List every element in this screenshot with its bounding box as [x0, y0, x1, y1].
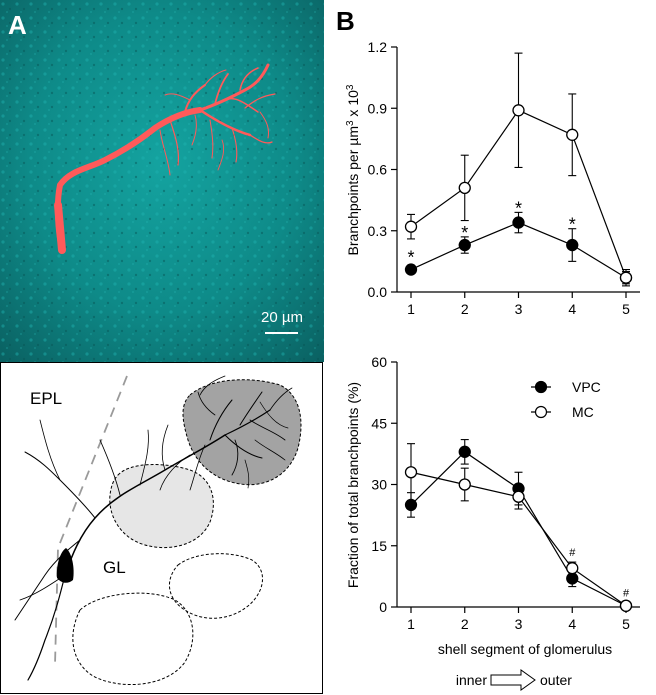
panel-a-label: A: [8, 10, 27, 40]
top-y-tick-label: 1.2: [368, 39, 388, 55]
top-point-vpc: [458, 238, 471, 252]
legend-label-vpc: VPC: [572, 379, 601, 395]
top-point-mc: [619, 271, 633, 284]
legend: VPC MC: [531, 379, 601, 420]
top-point-vpc: [404, 263, 418, 276]
bottom-y-axis-title: Fraction of total branchpoints (%): [345, 382, 361, 588]
top-point-mc: [458, 181, 471, 195]
top-point-mc: [512, 104, 525, 117]
x-axis-direction: inner outer: [456, 669, 572, 691]
region-label-gl: GL: [103, 558, 126, 577]
glomerulus-empty-2: [72, 592, 194, 686]
bottom-x-tick-label: 1: [407, 616, 415, 632]
bottom-annotation: #: [623, 588, 630, 600]
legend-item-vpc: VPC: [531, 379, 601, 395]
x-axis-outer-label: outer: [540, 672, 572, 688]
x-axis-inner-label: inner: [456, 672, 487, 688]
panel-a-drawing: EPL GL: [0, 362, 323, 694]
bottom-point-mc: [619, 599, 633, 612]
scale-bar-label: 20 µm: [261, 309, 303, 326]
glomerulus-neighbor: [109, 464, 214, 549]
micrograph-texture: [0, 0, 324, 362]
top-y-tick-label: 0.9: [368, 100, 388, 116]
top-point-mc: [566, 128, 579, 141]
bottom-x-tick-label: 5: [622, 616, 630, 632]
bottom-point-vpc: [458, 445, 471, 458]
bottom-annotations: ##: [569, 547, 630, 600]
legend-marker-vpc: [534, 380, 548, 394]
bottom-point-vpc: [566, 572, 579, 585]
top-x-tick-label: 1: [407, 301, 415, 317]
bottom-x-tick-label: 2: [461, 616, 469, 632]
top-x-tick-label: 2: [461, 301, 469, 317]
bottom-point-mc: [458, 478, 471, 491]
top-annotation: *: [515, 198, 522, 218]
bottom-y-tick-label: 0: [379, 599, 387, 615]
bottom-x-tick-label: 3: [515, 616, 523, 632]
bottom-point-mc: [404, 466, 418, 479]
soma: [56, 548, 74, 583]
bottom-point-mc: [512, 490, 525, 503]
top-series: [404, 52, 633, 287]
top-x-tick-label: 3: [515, 301, 523, 317]
epl-gl-boundary: [54, 375, 128, 666]
top-ticks: 0.0 0.3 0.6 0.9 1.2 1 2 3 4 5: [368, 39, 631, 317]
panel-b-label: B: [336, 6, 355, 36]
top-annotation: *: [407, 247, 414, 267]
legend-marker-mc: [534, 405, 548, 419]
top-x-tick-label: 5: [622, 301, 630, 317]
bottom-y-tick-label: 60: [371, 354, 387, 370]
x-axis-title: shell segment of glomerulus: [438, 641, 612, 657]
bottom-annotation: #: [569, 547, 576, 559]
arrow-icon: [490, 669, 536, 691]
chart-top: 0.0 0.3 0.6 0.9 1.2 1 2 3 4 5 * * * * Branchpoints p…: [345, 39, 640, 317]
top-point-vpc: [512, 216, 525, 229]
top-x-tick-label: 4: [568, 301, 576, 317]
top-y-tick-label: 0.3: [368, 223, 388, 239]
bottom-y-tick-label: 30: [371, 477, 387, 493]
top-point-mc: [404, 220, 418, 233]
bottom-point-vpc: [404, 498, 418, 512]
panel-a-micrograph: A 20 µm: [0, 0, 324, 362]
top-y-tick-label: 0.6: [368, 162, 388, 178]
top-annotation: *: [461, 223, 468, 243]
top-annotations: * * * *: [407, 198, 575, 267]
glomerulus-target: [182, 379, 302, 486]
neuron-tracing: [14, 375, 293, 681]
bottom-x-tick-label: 4: [568, 616, 576, 632]
top-y-axis-title: Branchpoints per µm3 x 103: [345, 84, 361, 255]
top-y-tick-label: 0.0: [368, 284, 388, 300]
bottom-series: [404, 439, 633, 612]
top-annotation: *: [569, 215, 576, 235]
bottom-y-tick-label: 45: [371, 415, 387, 431]
bottom-point-mc: [566, 562, 579, 575]
bottom-y-tick-label: 15: [371, 538, 387, 554]
labeled-neuron: [54, 63, 276, 254]
legend-label-mc: MC: [572, 404, 594, 420]
region-label-epl: EPL: [30, 389, 62, 408]
top-point-vpc: [566, 238, 579, 252]
glomerulus-empty-1: [169, 553, 263, 619]
legend-item-mc: MC: [531, 404, 594, 420]
